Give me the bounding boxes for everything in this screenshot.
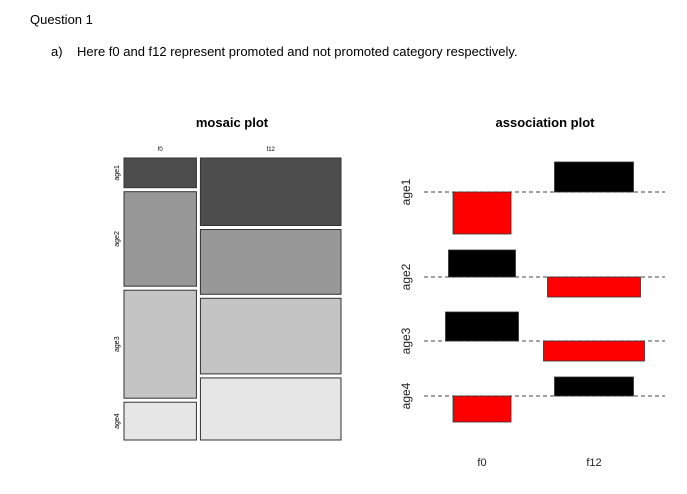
mosaic-tile-f0-age3 (123, 289, 197, 399)
mosaic-tile-f12-age1 (199, 157, 342, 226)
association-column-label: f0 (477, 457, 486, 469)
mosaic-tile-f0-age1 (123, 157, 197, 189)
mosaic-tile-f12-age3 (199, 297, 342, 375)
mosaic-plot: f0 age1 age2 age3 age4 f12 (114, 147, 342, 441)
association-bar-age2-f0 (448, 249, 516, 278)
mosaic-tile-f12-age4 (199, 377, 342, 441)
association-row-label: age3 (399, 327, 413, 354)
list-item-marker: a) (51, 44, 63, 59)
association-plot: age1 age2 age3 age4 f0 f12 (399, 161, 665, 469)
list-item-text: Here f0 and f12 represent promoted and n… (77, 44, 518, 59)
mosaic-tile-f0-age4 (123, 401, 197, 441)
association-bar-age4-f0 (452, 395, 512, 423)
association-row-label: age2 (399, 263, 413, 290)
association-bar-age1-f0 (452, 191, 512, 235)
mosaic-row-label: age3 (114, 336, 121, 352)
association-column-label: f12 (586, 457, 601, 469)
mosaic-row-label: age2 (114, 231, 121, 247)
mosaic-row-label: age4 (114, 413, 121, 429)
association-bar-age3-f0 (445, 311, 519, 342)
mosaic-column-label: f12 (267, 147, 276, 153)
association-title: association plot (496, 115, 596, 130)
mosaic-column-label: f0 (158, 147, 164, 153)
mosaic-tile-f12-age2 (199, 229, 342, 295)
mosaic-title: mosaic plot (196, 115, 269, 130)
association-bar-age4-f12 (554, 376, 634, 397)
association-row-label: age4 (399, 382, 413, 409)
association-bar-age2-f12 (547, 276, 641, 298)
association-bar-age1-f12 (554, 161, 634, 193)
mosaic-row-label: age1 (114, 165, 121, 181)
association-bar-age3-f12 (543, 340, 645, 362)
association-row-label: age1 (399, 178, 413, 205)
mosaic-tile-f0-age2 (123, 191, 197, 287)
question-heading: Question 1 (30, 12, 93, 27)
